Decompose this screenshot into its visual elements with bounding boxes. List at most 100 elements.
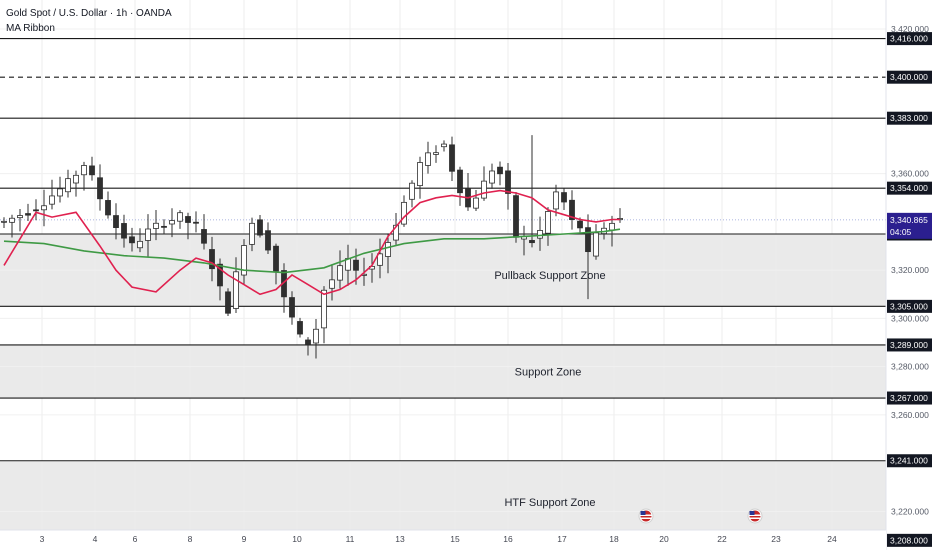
candle-body [441, 143, 447, 148]
price-tick-label: 3,360.000 [891, 169, 929, 179]
candle-body [545, 211, 551, 234]
candle-body [137, 240, 143, 249]
candle-body [201, 229, 207, 244]
date-tick-label: 10 [292, 534, 302, 544]
candle-body [161, 225, 167, 228]
level-price-tag-label: 3,400.000 [890, 72, 928, 82]
symbol-title: Gold Spot / U.S. Dollar · 1h · OANDA [6, 8, 172, 19]
level-price-tag-label: 3,383.000 [890, 113, 928, 123]
candle-body [561, 192, 567, 203]
candle-body [113, 215, 119, 229]
level-price-tag[interactable] [887, 454, 932, 468]
candle-body [505, 170, 511, 194]
candle-body [401, 201, 407, 225]
level-price-tag-label: 3,416.000 [890, 34, 928, 44]
level-price-tag[interactable] [887, 111, 932, 125]
candle-body [481, 180, 487, 199]
candle-body [193, 221, 199, 224]
candle-body [169, 220, 175, 225]
level-price-tag[interactable] [887, 70, 932, 84]
bar-countdown-label: 04:05 [890, 227, 912, 237]
candle-body [273, 245, 279, 272]
candle-body [577, 220, 583, 229]
us-flag-event-icon[interactable] [747, 508, 763, 524]
date-tick-label: 20 [659, 534, 669, 544]
level-price-tag[interactable] [887, 32, 932, 46]
candle-body [225, 291, 231, 314]
date-tick-label: 8 [188, 534, 193, 544]
candle-body [529, 240, 535, 244]
current-price-tag[interactable] [887, 212, 932, 239]
date-tick-label: 13 [395, 534, 405, 544]
candle-body [417, 162, 423, 187]
price-tick-label: 3,320.000 [891, 265, 929, 275]
candle-body [105, 200, 111, 216]
candle-body [513, 195, 519, 238]
candle-body [25, 213, 31, 216]
indicator-label[interactable]: MA Ribbon [6, 23, 55, 34]
level-price-tag-label: 3,241.000 [890, 456, 928, 466]
zone-label: HTF Support Zone [504, 497, 595, 509]
candle-body [377, 253, 383, 266]
level-price-tag[interactable] [887, 338, 932, 352]
date-tick-label: 15 [450, 534, 460, 544]
candle-body [425, 152, 431, 166]
candle-body [593, 232, 599, 257]
candle-body [17, 215, 23, 219]
candle-body [217, 263, 223, 287]
candle-body [209, 249, 215, 270]
date-tick-label: 4 [93, 534, 98, 544]
candle-body [121, 223, 127, 239]
candle-body [385, 242, 391, 257]
current-price-label: 3,340.865 [890, 215, 928, 225]
candle-body [457, 169, 463, 194]
level-price-tag[interactable] [887, 391, 932, 405]
candle-body [129, 236, 135, 244]
candle-body [249, 222, 255, 245]
candle-body [537, 230, 543, 239]
candle-body [609, 222, 615, 231]
candle-body [497, 166, 503, 175]
level-price-tag-label: 3,267.000 [890, 393, 928, 403]
date-tick-label: 9 [242, 534, 247, 544]
price-tick-label: 3,280.000 [891, 362, 929, 372]
level-price-tag[interactable] [887, 299, 932, 313]
zone-label: Pullback Support Zone [494, 270, 605, 282]
candle-body [433, 152, 439, 155]
date-tick-label: 11 [346, 534, 355, 544]
date-tick-label: 18 [609, 534, 619, 544]
candle-body [241, 245, 247, 276]
candle-body [41, 205, 47, 211]
candle-body [353, 259, 359, 271]
us-flag-event-icon[interactable] [638, 508, 654, 524]
candle-body [177, 212, 183, 222]
candle-body [265, 230, 271, 251]
level-price-tag-label: 3,305.000 [890, 301, 928, 311]
level-price-tag-label: 3,354.000 [890, 183, 928, 193]
candle-body [305, 339, 311, 345]
time-axis[interactable] [0, 530, 886, 550]
candle-body [473, 197, 479, 209]
zone-label: Support Zone [515, 366, 582, 378]
candle-body [65, 178, 71, 193]
candle-body [337, 265, 343, 281]
candle-body [329, 279, 335, 289]
date-tick-label: 23 [771, 534, 781, 544]
level-price-tag[interactable] [887, 181, 932, 195]
candle-body [57, 188, 63, 197]
date-tick-label: 16 [503, 534, 513, 544]
candle-body [313, 328, 319, 344]
candle-body [153, 222, 159, 229]
candle-body [1, 220, 7, 223]
candle-body [89, 165, 95, 176]
candle-body [9, 217, 15, 223]
candle-body [81, 165, 87, 176]
support-zone-band [0, 460, 886, 541]
candle-body [185, 216, 191, 223]
level-price-tag-label: 3,289.000 [890, 340, 928, 350]
candle-body [409, 182, 415, 200]
ma-slow-line [3, 228, 621, 274]
level-price-tag[interactable] [887, 533, 932, 547]
